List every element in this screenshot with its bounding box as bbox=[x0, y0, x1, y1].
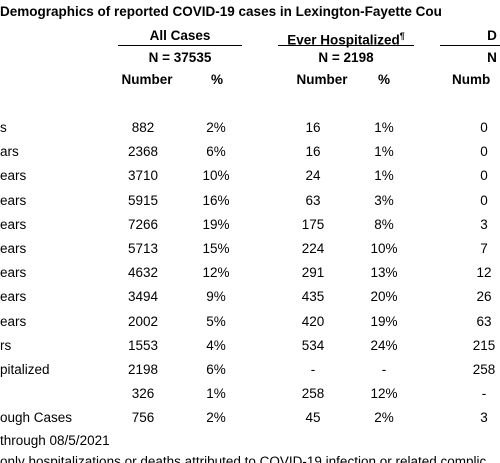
cell: 224 bbox=[301, 241, 325, 256]
cell: 12 bbox=[476, 265, 492, 281]
cell: 0 bbox=[480, 168, 488, 184]
cell: 1553 bbox=[127, 337, 159, 353]
group-n: N bbox=[487, 50, 497, 65]
group-n: N = 37535 bbox=[148, 50, 212, 65]
cell: 16 bbox=[305, 144, 321, 160]
row-label: ars bbox=[0, 144, 19, 160]
cell: 258 bbox=[472, 362, 496, 377]
cell: 2% bbox=[206, 120, 226, 135]
footnote-mark: ¶ bbox=[399, 31, 405, 41]
cell: 19% bbox=[370, 313, 398, 329]
cell: 16% bbox=[202, 192, 230, 208]
cell: 756 bbox=[131, 410, 155, 426]
cell: 4632 bbox=[127, 265, 159, 281]
cell: 0 bbox=[480, 192, 488, 208]
cell: 10% bbox=[370, 241, 398, 256]
group-n: N = 2198 bbox=[318, 50, 374, 65]
cell: 63 bbox=[305, 192, 321, 208]
underline bbox=[440, 45, 500, 46]
column-header: Number bbox=[296, 72, 348, 87]
cell: 45 bbox=[305, 410, 321, 426]
cell: 5713 bbox=[127, 241, 159, 256]
row-label: ears bbox=[0, 168, 27, 184]
cell: 3 bbox=[480, 410, 488, 426]
cell: 215 bbox=[472, 337, 496, 353]
cell: 1% bbox=[374, 144, 394, 160]
row-label: ears bbox=[0, 313, 27, 329]
cell: 2% bbox=[206, 410, 226, 426]
cell: 63 bbox=[476, 313, 492, 329]
footnote: only hospitalizations or deaths attribut… bbox=[0, 454, 487, 463]
cell: 19% bbox=[202, 216, 230, 232]
cell: 0 bbox=[480, 120, 488, 135]
cell: - bbox=[381, 362, 387, 377]
row-label: ears bbox=[0, 289, 27, 305]
cell: 4% bbox=[206, 337, 226, 353]
column-header: Numb bbox=[452, 72, 491, 87]
cell: 6% bbox=[206, 144, 226, 160]
cell: 9% bbox=[206, 289, 226, 305]
cell: 8% bbox=[374, 216, 394, 232]
row-label: ears bbox=[0, 265, 27, 281]
cell: 1% bbox=[374, 168, 394, 184]
cell: 2368 bbox=[127, 144, 159, 160]
cell: 24% bbox=[370, 337, 398, 353]
cell: 2% bbox=[374, 410, 394, 426]
cell: 16 bbox=[305, 120, 321, 135]
row-label: ears bbox=[0, 241, 27, 256]
cell: 7266 bbox=[127, 216, 159, 232]
underline bbox=[118, 45, 242, 46]
underline bbox=[278, 45, 414, 46]
cell: 10% bbox=[202, 168, 230, 184]
cell: 3% bbox=[374, 192, 394, 208]
cell: 2198 bbox=[127, 362, 159, 377]
cell: 24 bbox=[305, 168, 321, 184]
cell: 1% bbox=[374, 120, 394, 135]
cell: 15% bbox=[202, 241, 230, 256]
cell: 7 bbox=[480, 241, 488, 256]
group-header: D bbox=[487, 28, 497, 43]
row-label: s bbox=[0, 120, 7, 135]
cell: 258 bbox=[301, 386, 325, 402]
cell: 5915 bbox=[127, 192, 159, 208]
cell: 882 bbox=[131, 120, 155, 135]
column-header: % bbox=[210, 72, 224, 87]
cell: 2002 bbox=[127, 313, 159, 329]
group-header: Ever Hospitalized¶ bbox=[287, 31, 405, 48]
cell: 0 bbox=[480, 144, 488, 160]
row-label: rs bbox=[0, 337, 12, 353]
cell: 12% bbox=[202, 265, 230, 281]
cell: - bbox=[310, 362, 316, 377]
cell: 1% bbox=[206, 386, 226, 402]
cell: 12% bbox=[370, 386, 398, 402]
cell: 291 bbox=[301, 265, 325, 281]
cell: 6% bbox=[206, 362, 226, 377]
cell: - bbox=[481, 386, 487, 402]
cell: 534 bbox=[301, 337, 325, 353]
cell: 175 bbox=[301, 216, 325, 232]
cell: 3710 bbox=[127, 168, 159, 184]
title: Demographics of reported COVID-19 cases … bbox=[0, 4, 442, 19]
row-label: ough Cases bbox=[0, 410, 73, 426]
cell: 3 bbox=[480, 216, 488, 232]
row-label: ears bbox=[0, 216, 27, 232]
column-header: Number bbox=[121, 72, 173, 87]
column-header: % bbox=[377, 72, 391, 87]
row-label: ears bbox=[0, 192, 27, 208]
footnote: through 08/5/2021 bbox=[0, 433, 110, 448]
row-label: pitalized bbox=[0, 362, 50, 377]
cell: 3494 bbox=[127, 289, 159, 305]
cell: 5% bbox=[206, 313, 226, 329]
cell: 420 bbox=[301, 313, 325, 329]
cell: 13% bbox=[370, 265, 398, 281]
cell: 20% bbox=[370, 289, 398, 305]
cell: 326 bbox=[131, 386, 155, 402]
cell: 26 bbox=[476, 289, 492, 305]
cell: 435 bbox=[301, 289, 325, 305]
group-header: All Cases bbox=[149, 28, 211, 43]
